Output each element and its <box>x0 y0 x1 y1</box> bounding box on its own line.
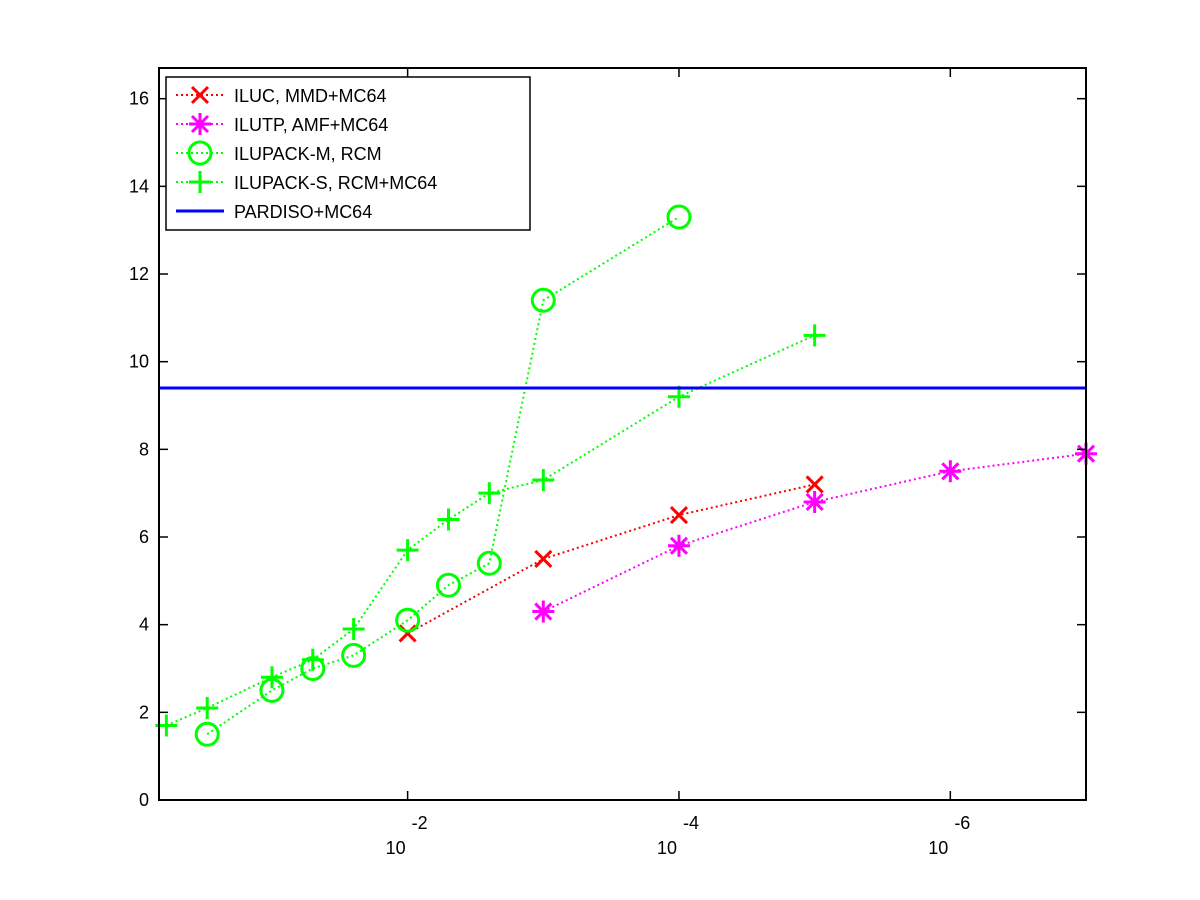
legend-label-4: PARDISO+MC64 <box>234 202 372 222</box>
legend-marker-1 <box>189 113 211 135</box>
legend-marker-2 <box>187 140 213 166</box>
legend-box <box>165 76 531 231</box>
data-point-2-8 <box>666 204 692 230</box>
data-point-1-0 <box>532 600 555 623</box>
x-tick-label-exp-0: -2 <box>412 813 428 833</box>
data-point-0-2 <box>669 506 689 525</box>
data-point-3-7 <box>478 482 501 505</box>
x-tick-label-base-0: 10 <box>386 838 406 858</box>
data-point-3-6 <box>437 508 460 531</box>
series-line-1 <box>542 452 1087 613</box>
plot-series-layer <box>155 204 1097 747</box>
series-line-3 <box>165 334 816 727</box>
x-tick-label-exp-1: -4 <box>683 813 699 833</box>
legend-marker-0 <box>190 85 210 105</box>
legend-label-1: ILUTP, AMF+MC64 <box>234 115 388 135</box>
y-tick-label-6: 12 <box>129 264 149 284</box>
data-point-3-8 <box>532 469 555 492</box>
x-tick-label-exp-2: -6 <box>954 813 970 833</box>
data-point-3-1 <box>196 696 219 719</box>
y-tick-label-7: 14 <box>129 176 149 196</box>
data-point-0-3 <box>805 475 824 494</box>
data-point-0-0 <box>398 624 417 643</box>
legend-item-3: ILUPACK-S, RCM+MC64 <box>176 171 437 193</box>
data-point-2-6 <box>476 550 502 576</box>
legend-label-2: ILUPACK-M, RCM <box>234 144 382 164</box>
data-point-3-3 <box>301 648 324 671</box>
y-tick-label-8: 16 <box>129 89 149 109</box>
legend-item-1: ILUTP, AMF+MC64 <box>176 113 388 135</box>
y-tick-label-3: 6 <box>139 527 149 547</box>
data-point-1-1 <box>667 534 690 557</box>
x-tick-label-base-2: 10 <box>928 838 948 858</box>
data-point-2-0 <box>194 721 220 747</box>
data-point-3-5 <box>396 539 419 562</box>
data-point-2-7 <box>530 287 556 313</box>
y-tick-label-5: 10 <box>129 352 149 372</box>
y-tick-label-0: 0 <box>139 790 149 810</box>
data-point-0-1 <box>534 549 553 568</box>
data-point-2-4 <box>395 607 421 633</box>
legend: ILUC, MMD+MC64 ILUTP, AMF+MC64 ILUPACK-M, … <box>165 76 531 231</box>
y-tick-label-4: 8 <box>139 439 149 459</box>
legend-label-0: ILUC, MMD+MC64 <box>234 86 387 106</box>
legend-item-4: PARDISO+MC64 <box>176 202 372 222</box>
legend-label-3: ILUPACK-S, RCM+MC64 <box>234 173 437 193</box>
data-point-3-4 <box>342 618 365 641</box>
data-point-3-10 <box>803 324 826 347</box>
y-tick-label-1: 2 <box>139 702 149 722</box>
data-point-1-3 <box>939 460 962 483</box>
legend-item-0: ILUC, MMD+MC64 <box>176 85 387 106</box>
legend-item-2: ILUPACK-M, RCM <box>176 140 382 166</box>
data-point-2-3 <box>341 642 367 668</box>
series-0 <box>398 475 824 643</box>
y-tick-label-2: 4 <box>139 615 149 635</box>
data-point-1-2 <box>803 490 826 513</box>
data-point-3-2 <box>260 666 283 689</box>
x-tick-label-base-1: 10 <box>657 838 677 858</box>
axes-frame <box>158 67 1087 801</box>
axis-ticks-layer: 0 2 4 6 8 10 12 14 16 10 -2 10 -4 10 -6 <box>129 68 1086 858</box>
legend-marker-3 <box>189 171 211 193</box>
series-line-0 <box>407 483 815 635</box>
data-point-2-5 <box>435 572 461 598</box>
